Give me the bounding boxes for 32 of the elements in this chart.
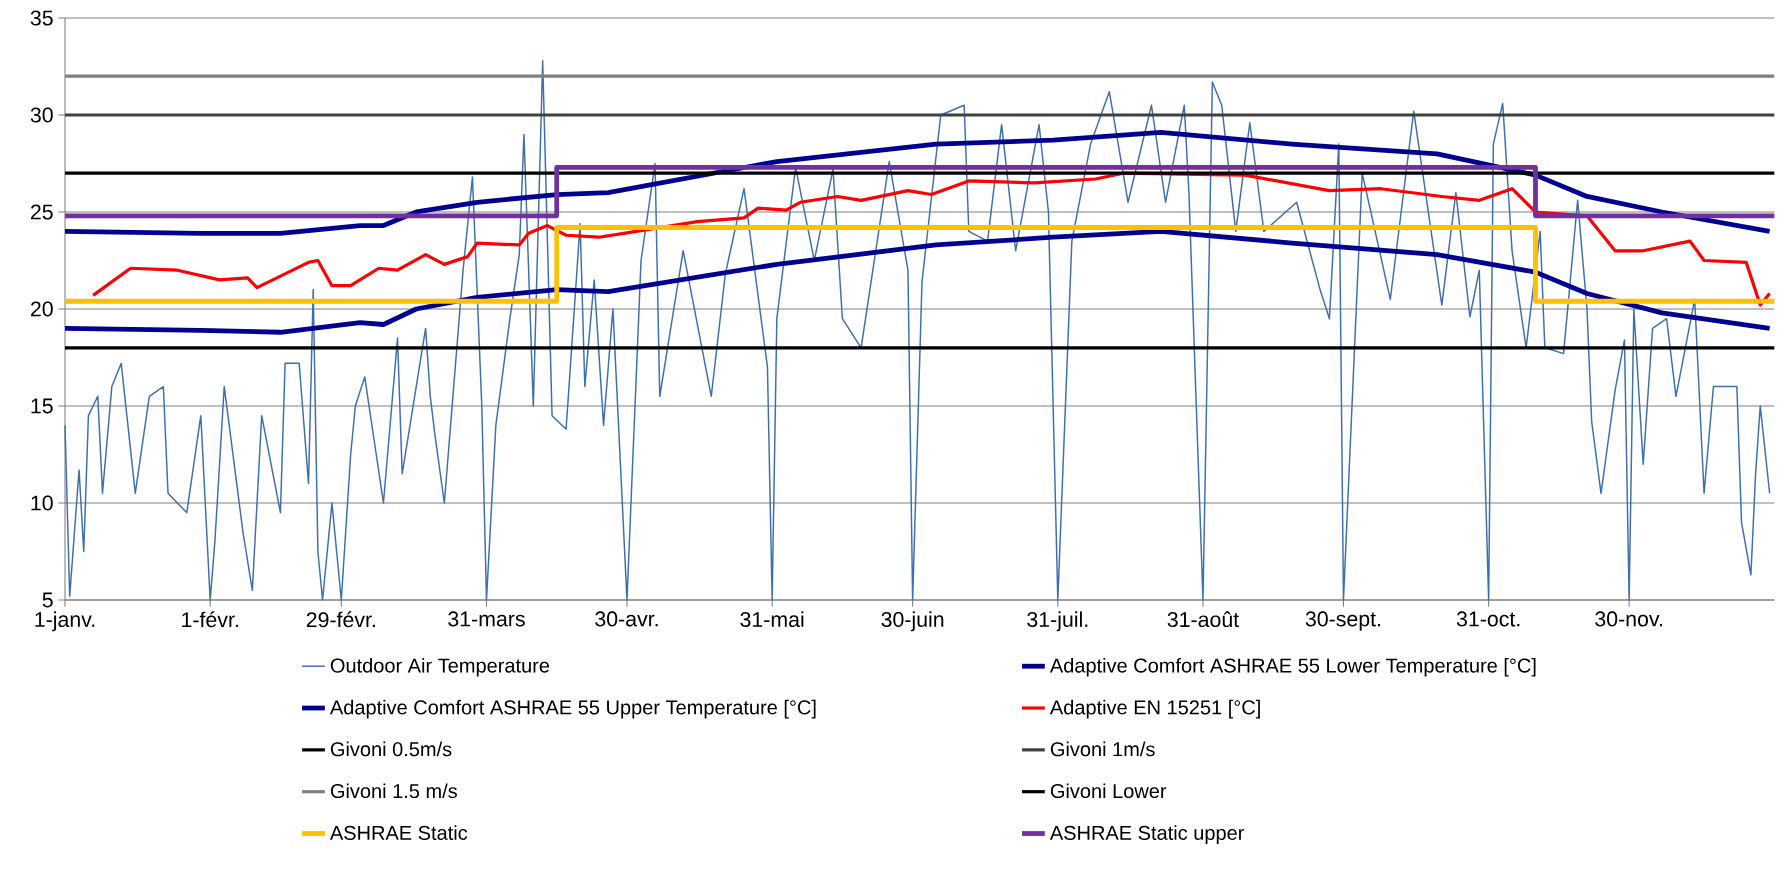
x-tick-label: 31-mars xyxy=(448,611,525,627)
x-tick-label: 31-mai xyxy=(740,611,804,628)
x-tick-label: 31-juil. xyxy=(1027,611,1088,632)
legend-label: Givoni 1.5 m/s xyxy=(330,783,457,799)
line-series xyxy=(62,228,1773,335)
x-tick-label: 1-janv. xyxy=(35,611,95,632)
y-tick-label: 20 xyxy=(30,301,53,317)
legend-label: Givoni 1m/s xyxy=(1050,741,1155,757)
legend-label: Givoni Lower xyxy=(1050,783,1167,799)
x-tick-label: 31-oct. xyxy=(1456,611,1520,627)
y-tick-label: 5 xyxy=(42,592,53,608)
y-tick-label: 10 xyxy=(31,495,53,511)
x-tick-label: 29-févr. xyxy=(306,611,375,628)
y-tick-label: 15 xyxy=(31,398,53,414)
x-tick-label: 30-avr. xyxy=(595,611,658,627)
x-tick-label: 1-févr. xyxy=(182,611,238,628)
x-tick-label: 30-juin xyxy=(881,611,944,632)
legend-label: Outdoor Air Temperature xyxy=(330,657,550,677)
x-tick-label: 30-sept. xyxy=(1305,611,1381,631)
legend-label: Adaptive EN 15251 [°C] xyxy=(1049,699,1260,719)
line-series xyxy=(62,130,1773,236)
line-series xyxy=(64,59,1771,601)
x-tick-label: 30-nov. xyxy=(1595,611,1662,627)
legend-label: ASHRAE Static xyxy=(329,825,468,840)
y-tick-label: 25 xyxy=(30,204,53,220)
legend-label: Givoni 0.5m/s xyxy=(330,741,452,757)
legend-label: Adaptive Comfort ASHRAE 55 Upper Temperature [°C] xyxy=(329,699,816,719)
x-tick-label: 31-août xyxy=(1167,611,1239,628)
legend-label: Adaptive Comfort ASHRAE 55 Lower Temperature [°C] xyxy=(1049,657,1536,677)
y-tick-label: 35 xyxy=(30,10,53,26)
legend-label: ASHRAE Static upper xyxy=(1049,825,1245,844)
y-tick-label: 30 xyxy=(30,107,53,123)
